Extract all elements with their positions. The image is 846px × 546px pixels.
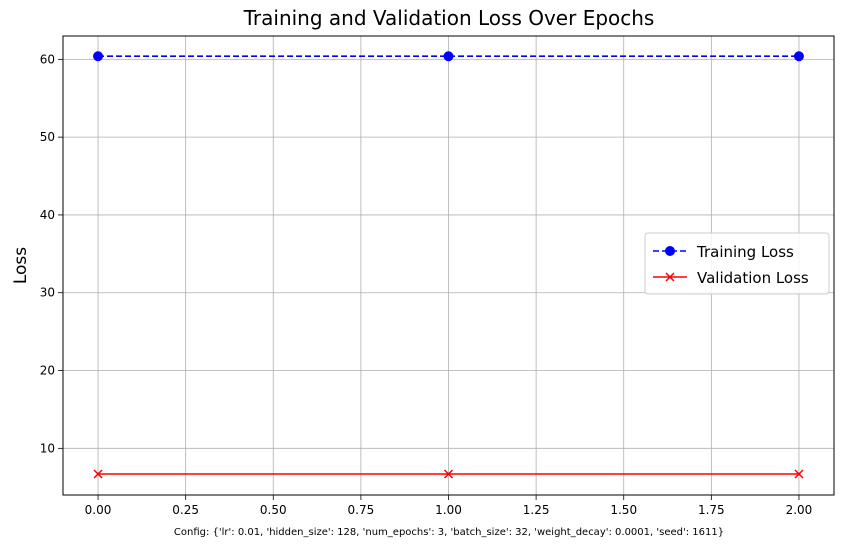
- legend-validation-loss-label: Validation Loss: [697, 269, 809, 287]
- y-tick-label: 10: [40, 441, 55, 455]
- legend-validation-loss-marker: [665, 272, 675, 282]
- x-tick-label: 0.00: [85, 503, 112, 517]
- x-tick-label: 1.25: [523, 503, 550, 517]
- x-tick-label: 1.50: [610, 503, 637, 517]
- validation-loss-point: [443, 469, 454, 479]
- y-tick-label: 30: [40, 286, 55, 300]
- axis-ticks: 0.00 0.25 0.50 0.75 1.00 1.25 1.50 1.75 2.00 10 20…: [40, 52, 813, 517]
- x-tick-label: 1.00: [435, 503, 462, 517]
- chart-title: Training and Validation Loss Over Epochs: [243, 6, 655, 30]
- legend-training-loss-label: Training Loss: [696, 243, 794, 261]
- series-layer: [93, 51, 804, 479]
- x-tick-label: 0.25: [172, 503, 199, 517]
- config-caption: Config: {'lr': 0.01, 'hidden_size': 128,…: [174, 527, 724, 538]
- marker-stroke: [93, 469, 103, 479]
- x-tick-label: 0.75: [348, 503, 375, 517]
- x-tick-label: 2.00: [786, 503, 813, 517]
- legend-box: [644, 232, 830, 295]
- marker-stroke: [665, 272, 675, 282]
- training-loss-point: [93, 51, 104, 62]
- y-tick-label: 60: [40, 52, 55, 66]
- legend: Training Loss Validation Loss: [644, 232, 830, 295]
- y-tick-label: 50: [40, 130, 55, 144]
- x-tick-label: 0.50: [260, 503, 287, 517]
- y-tick-label: 40: [40, 208, 55, 222]
- training-loss-point: [793, 51, 804, 62]
- x-tick-label: 1.75: [698, 503, 725, 517]
- validation-loss-point: [93, 469, 103, 479]
- marker-stroke: [794, 469, 804, 479]
- y-axis-label: Loss: [11, 247, 31, 284]
- validation-loss-point: [794, 469, 804, 479]
- training-loss-point: [443, 51, 454, 62]
- legend-training-loss-marker: [665, 246, 675, 256]
- marker-stroke: [443, 469, 454, 479]
- y-tick-label: 20: [40, 364, 55, 378]
